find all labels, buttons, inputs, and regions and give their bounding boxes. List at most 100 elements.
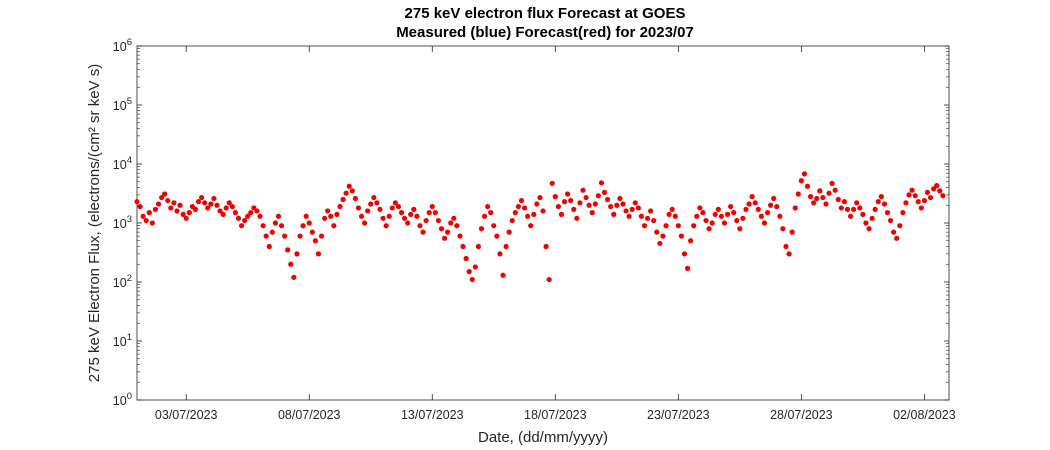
data-point — [817, 188, 823, 194]
data-point — [152, 206, 159, 212]
data-point — [463, 255, 469, 262]
data-point — [746, 201, 752, 207]
data-point — [644, 215, 651, 221]
data-point — [903, 200, 909, 206]
data-point — [475, 243, 482, 250]
data-point — [506, 229, 512, 235]
data-point — [497, 251, 503, 257]
data-point — [718, 213, 724, 219]
data-point — [688, 238, 694, 244]
data-point — [703, 217, 709, 224]
data-point — [915, 199, 921, 205]
data-point — [660, 233, 666, 239]
data-point — [315, 251, 322, 257]
data-point — [242, 217, 248, 224]
data-point — [451, 215, 457, 221]
data-point — [426, 210, 432, 216]
x-tick-label: 18/07/2023 — [524, 408, 587, 422]
data-point — [786, 251, 792, 257]
data-point — [260, 223, 266, 229]
data-point — [884, 210, 891, 216]
data-point — [629, 206, 635, 212]
x-tick-label: 03/07/2023 — [155, 408, 218, 422]
data-point — [171, 200, 177, 206]
data-point — [715, 206, 721, 212]
data-point — [337, 203, 343, 210]
data-point — [386, 213, 392, 219]
data-point — [912, 193, 918, 199]
data-point — [558, 211, 565, 217]
data-point — [380, 215, 386, 221]
data-point — [322, 215, 328, 221]
data-point — [734, 217, 740, 224]
data-point — [208, 201, 214, 207]
data-point — [334, 211, 340, 217]
data-point — [804, 183, 811, 189]
data-point — [245, 213, 251, 219]
data-point — [392, 200, 398, 206]
data-point — [894, 235, 900, 241]
y-axis-label: 275 keV Electron Flux, (electrons/(cm² s… — [86, 64, 103, 382]
data-point — [724, 211, 731, 217]
data-point — [368, 201, 374, 207]
data-point — [568, 197, 574, 204]
data-point — [537, 194, 543, 201]
data-point — [340, 196, 346, 203]
data-point — [657, 240, 663, 247]
data-point — [774, 203, 780, 210]
data-point — [312, 238, 318, 244]
data-point — [875, 199, 881, 205]
data-point — [691, 223, 697, 229]
data-point — [752, 200, 758, 206]
data-point — [651, 217, 657, 224]
data-point — [155, 201, 162, 207]
data-point — [343, 190, 349, 196]
data-point — [408, 211, 414, 217]
data-point — [851, 206, 857, 212]
data-point — [583, 194, 589, 201]
data-point — [789, 229, 795, 235]
data-point — [503, 243, 509, 250]
data-point — [365, 208, 371, 214]
data-point — [521, 205, 528, 211]
data-point — [469, 276, 475, 283]
data-point — [140, 213, 146, 219]
data-point — [528, 223, 534, 229]
data-point — [832, 187, 838, 193]
data-point — [635, 205, 641, 211]
data-point — [254, 208, 260, 214]
data-point — [149, 220, 155, 226]
chart-subtitle: Measured (blue) Forecast(red) for 2023/0… — [396, 24, 694, 41]
data-point — [681, 251, 688, 257]
data-point — [737, 226, 743, 232]
data-point — [232, 210, 239, 216]
data-point — [887, 217, 894, 224]
data-point — [632, 200, 638, 206]
data-point — [460, 243, 466, 250]
data-point — [835, 196, 841, 203]
data-point — [294, 251, 300, 257]
data-point — [168, 205, 174, 211]
data-point — [694, 213, 700, 219]
data-point — [238, 223, 245, 229]
data-point — [288, 261, 294, 267]
data-point — [795, 191, 801, 197]
data-point — [620, 201, 626, 207]
plot-area — [136, 45, 950, 401]
data-point — [346, 183, 352, 189]
data-point — [355, 205, 362, 211]
data-point — [549, 180, 555, 186]
data-point — [278, 223, 285, 229]
data-point — [180, 211, 186, 217]
data-point — [595, 193, 601, 199]
data-point — [641, 223, 648, 229]
data-point — [377, 206, 383, 212]
data-point — [162, 191, 168, 197]
data-point — [543, 243, 549, 250]
data-point — [771, 195, 777, 202]
data-point — [214, 202, 220, 208]
data-point — [248, 210, 254, 216]
data-point — [937, 188, 943, 194]
data-point — [663, 223, 669, 229]
